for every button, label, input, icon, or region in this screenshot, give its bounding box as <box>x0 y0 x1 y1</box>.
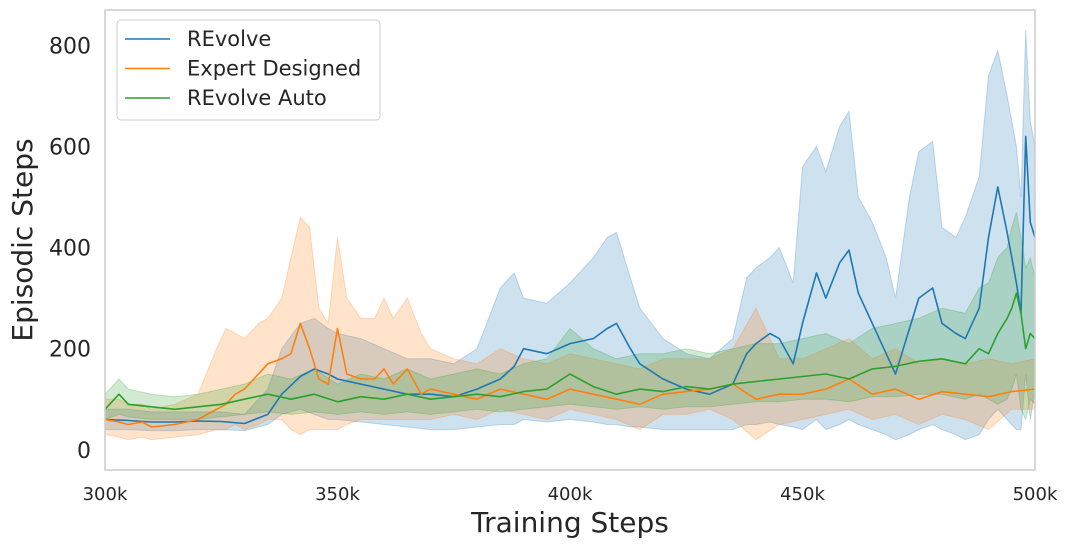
x-tick-label: 350k <box>315 484 360 505</box>
legend: REvolve Expert Designed REvolve Auto <box>116 19 381 121</box>
plot-frame <box>104 9 1036 471</box>
line-revolve <box>104 135 1036 425</box>
y-tick-label: 600 <box>49 135 91 160</box>
line-expert-designed <box>104 322 1036 428</box>
line-revolve-auto <box>104 292 1036 411</box>
y-tick-label: 200 <box>49 338 91 363</box>
legend-label-revolve-auto: REvolve Auto <box>187 86 327 110</box>
legend-label-revolve: REvolve <box>187 27 271 51</box>
x-tick-label: 500k <box>1013 484 1058 505</box>
legend-frame <box>116 19 381 121</box>
x-tick-label: 400k <box>548 484 593 505</box>
x-axis-title: Training Steps <box>470 506 669 539</box>
y-tick-label: 800 <box>49 34 91 59</box>
x-tick-label: 450k <box>780 484 825 505</box>
series-lines <box>104 135 1036 428</box>
y-tick-labels: 0 200 400 600 800 <box>49 34 91 463</box>
x-tick-label: 300k <box>83 484 128 505</box>
y-tick-label: 0 <box>77 439 91 464</box>
y-tick-label: 400 <box>49 237 91 262</box>
x-tick-labels: 300k 350k 400k 450k 500k <box>83 484 1058 505</box>
legend-label-expert-designed: Expert Designed <box>187 57 361 81</box>
y-axis-title: Episodic Steps <box>6 138 39 341</box>
